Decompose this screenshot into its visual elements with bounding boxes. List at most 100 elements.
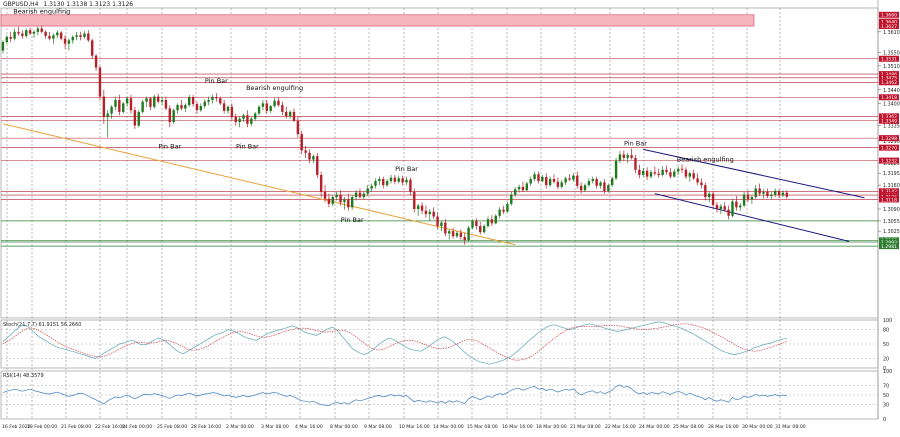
candle[interactable] (265, 99, 269, 114)
candle[interactable] (513, 186, 517, 198)
candle[interactable] (502, 205, 505, 215)
candle[interactable] (28, 27, 32, 36)
candle[interactable] (622, 150, 626, 162)
candle[interactable] (184, 103, 187, 112)
candle[interactable] (413, 188, 416, 213)
candle[interactable] (125, 96, 129, 107)
candle[interactable] (106, 110, 109, 138)
candle[interactable] (273, 98, 276, 108)
candle[interactable] (1, 40, 5, 54)
candle[interactable] (552, 174, 556, 184)
candle[interactable] (548, 176, 552, 187)
candle[interactable] (486, 216, 490, 228)
candle[interactable] (545, 173, 548, 189)
candle[interactable] (110, 105, 113, 119)
candle[interactable] (9, 31, 12, 43)
candle[interactable] (471, 219, 474, 230)
candle[interactable] (665, 165, 668, 175)
candle[interactable] (226, 105, 230, 114)
candle[interactable] (327, 193, 331, 208)
candle[interactable] (71, 35, 74, 44)
candle[interactable] (242, 113, 245, 123)
candle[interactable] (653, 166, 657, 176)
candle[interactable] (246, 110, 249, 128)
candle[interactable] (122, 101, 125, 114)
candle[interactable] (153, 94, 156, 109)
candle[interactable] (482, 224, 486, 234)
candle[interactable] (129, 94, 133, 114)
candle[interactable] (102, 89, 106, 124)
candle[interactable] (704, 182, 707, 201)
candle[interactable] (358, 188, 362, 199)
candle[interactable] (312, 154, 315, 163)
candle[interactable] (343, 197, 346, 210)
candle[interactable] (498, 207, 501, 219)
candle[interactable] (510, 191, 513, 206)
candle[interactable] (25, 28, 28, 38)
candle[interactable] (389, 174, 393, 184)
candle[interactable] (90, 38, 94, 60)
candle[interactable] (521, 181, 525, 192)
candle[interactable] (366, 185, 369, 197)
candle[interactable] (5, 35, 9, 44)
candle[interactable] (382, 176, 385, 189)
candle[interactable] (688, 171, 691, 182)
candle[interactable] (354, 190, 358, 201)
candle[interactable] (614, 157, 618, 181)
candle[interactable] (541, 174, 544, 183)
candle[interactable] (630, 148, 633, 160)
candle[interactable] (405, 176, 408, 186)
channel-upper-line[interactable] (643, 148, 865, 199)
candle[interactable] (211, 94, 214, 104)
candle[interactable] (32, 30, 36, 38)
candle[interactable] (180, 99, 183, 111)
candle[interactable] (308, 149, 311, 163)
candle[interactable] (234, 113, 237, 126)
candle[interactable] (300, 130, 303, 155)
candle[interactable] (479, 221, 482, 235)
candle[interactable] (451, 227, 455, 239)
candle[interactable] (114, 96, 117, 111)
candle[interactable] (191, 94, 195, 107)
candle[interactable] (296, 117, 300, 138)
candle[interactable] (347, 193, 350, 211)
candle[interactable] (447, 229, 451, 240)
candle[interactable] (494, 214, 497, 225)
candle[interactable] (669, 168, 672, 179)
candle[interactable] (94, 53, 98, 72)
candle[interactable] (684, 167, 688, 180)
candle[interactable] (579, 182, 583, 194)
candle[interactable] (238, 117, 241, 128)
candle[interactable] (48, 31, 51, 41)
candle[interactable] (587, 178, 591, 187)
candle[interactable] (83, 31, 86, 39)
candle[interactable] (339, 190, 342, 206)
candle[interactable] (735, 196, 738, 211)
candle[interactable] (719, 203, 723, 215)
candle[interactable] (560, 180, 563, 189)
candle[interactable] (603, 179, 606, 194)
candle[interactable] (564, 176, 567, 186)
candle[interactable] (754, 185, 757, 199)
candle[interactable] (657, 168, 660, 178)
candle[interactable] (762, 189, 765, 199)
candle[interactable] (673, 168, 676, 178)
candle[interactable] (133, 106, 137, 129)
candle[interactable] (490, 215, 494, 227)
candle[interactable] (44, 30, 47, 39)
price-panel[interactable] (0, 7, 879, 319)
candle[interactable] (304, 145, 307, 158)
candle[interactable] (455, 231, 459, 238)
candle[interactable] (59, 31, 63, 41)
candle[interactable] (281, 101, 284, 116)
candle[interactable] (781, 190, 785, 198)
candle[interactable] (350, 195, 354, 210)
candle[interactable] (416, 203, 420, 216)
candle[interactable] (269, 105, 272, 113)
candle[interactable] (742, 191, 746, 208)
candle[interactable] (746, 190, 750, 203)
candle[interactable] (195, 101, 199, 114)
candle[interactable] (257, 105, 261, 116)
candle[interactable] (292, 108, 296, 123)
candle[interactable] (537, 171, 540, 184)
